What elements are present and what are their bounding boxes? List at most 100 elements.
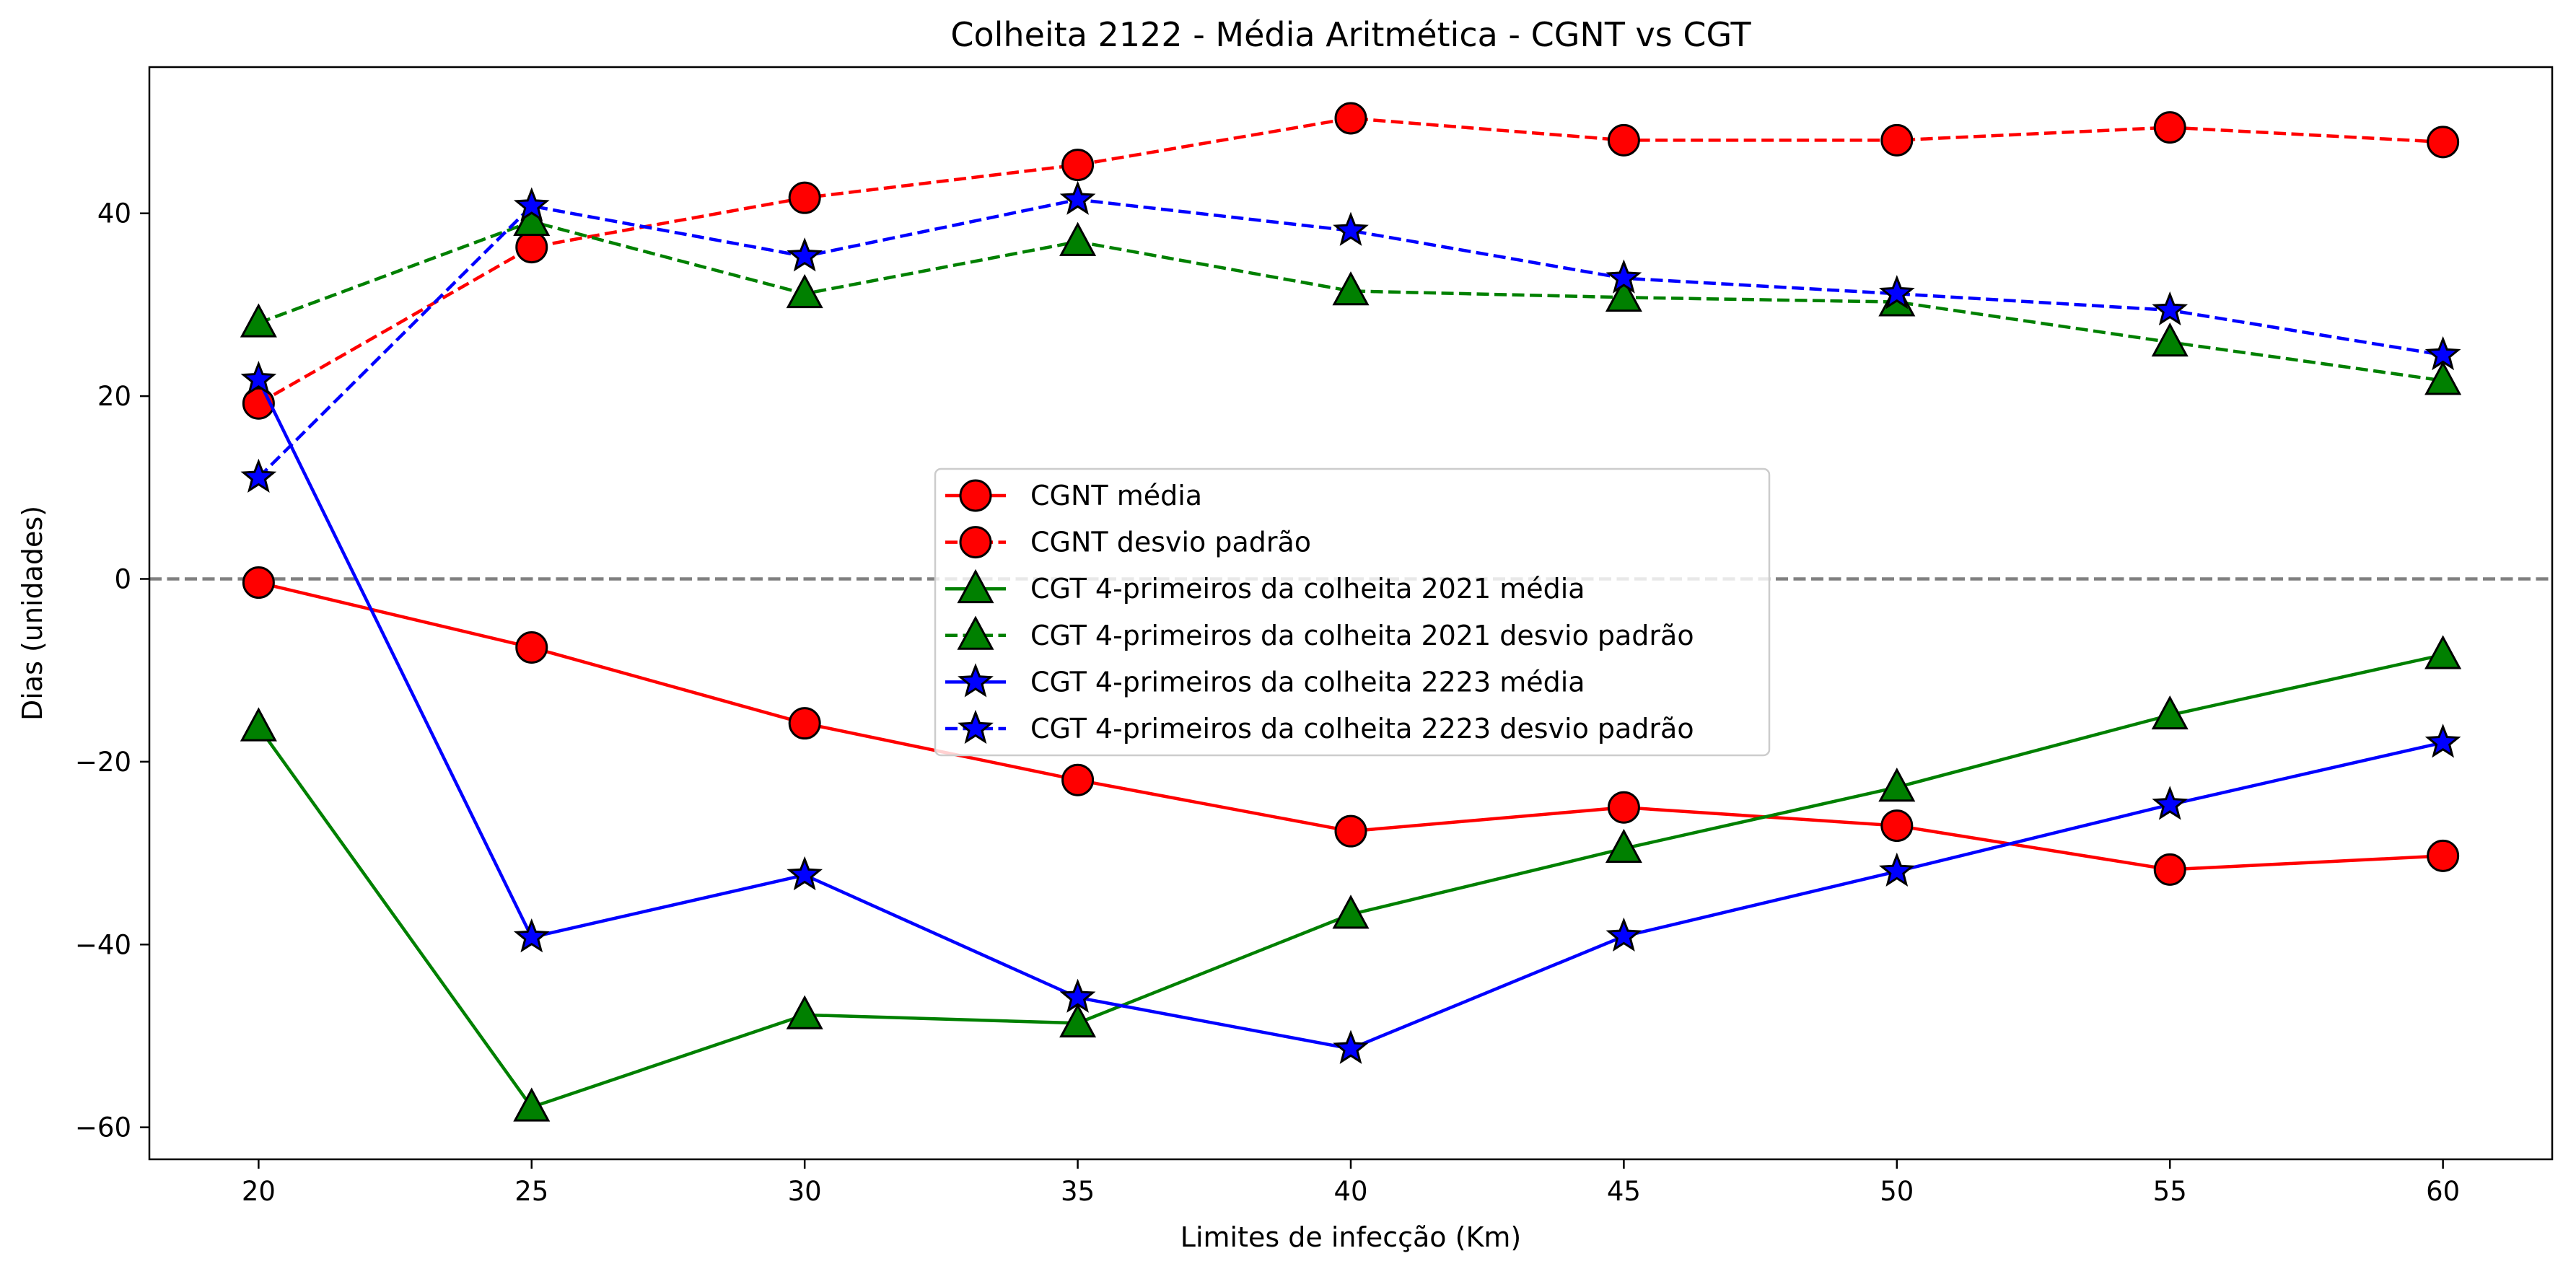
data-point-cgnt-media-20 (242, 566, 275, 599)
data-point-cgnt-media-50 (1880, 809, 1914, 843)
x-tick-label: 60 (2426, 1176, 2460, 1207)
data-point-cgt-4-primeiros-da-colheita-2223-desvio-padrao-25 (513, 187, 550, 221)
legend-item-cgnt-desvio-padrao: CGNT desvio padrão (945, 526, 1311, 559)
series-cgnt-media (242, 566, 2460, 886)
legend-marker-cgnt-media (959, 479, 992, 512)
data-point-cgt-4-primeiros-da-colheita-2021-media-60 (2424, 635, 2462, 669)
data-point-cgt-4-primeiros-da-colheita-2223-media-50 (1878, 852, 1915, 887)
data-point-cgt-4-primeiros-da-colheita-2223-desvio-padrao-45 (1605, 259, 1642, 294)
data-point-cgnt-desvio-padrao-40 (1334, 102, 1367, 135)
series-line-cgt-4-primeiros-da-colheita-2223-desvio-padrao (257, 198, 2444, 479)
data-point-cgt-4-primeiros-da-colheita-2021-media-50 (1878, 768, 1916, 802)
legend-item-cgt-4-primeiros-da-colheita-2021-desvio-padrao: CGT 4-primeiros da colheita 2021 desvio … (945, 615, 1694, 651)
y-axis-label: Dias (unidades) (17, 506, 48, 721)
legend-label-cgnt-media: CGNT média (1030, 480, 1202, 511)
x-tick-label: 55 (2153, 1176, 2187, 1207)
x-tick-label: 30 (788, 1176, 822, 1207)
data-point-cgt-4-primeiros-da-colheita-2021-desvio-padrao-45 (1605, 277, 1642, 312)
series-cgt-4-primeiros-da-colheita-2223-desvio-padrao (240, 180, 2461, 493)
data-point-cgt-4-primeiros-da-colheita-2021-desvio-padrao-40 (1332, 271, 1370, 306)
x-tick-label: 40 (1333, 1176, 1367, 1207)
data-point-cgnt-media-35 (1061, 763, 1095, 796)
y-tick-label: −60 (75, 1112, 131, 1143)
data-point-cgt-4-primeiros-da-colheita-2223-desvio-padrao-20 (240, 458, 277, 493)
data-point-cgt-4-primeiros-da-colheita-2021-media-45 (1605, 828, 1642, 864)
legend-item-cgt-4-primeiros-da-colheita-2223-media: CGT 4-primeiros da colheita 2223 média (945, 663, 1585, 698)
y-tick-label: −40 (75, 929, 131, 960)
data-point-cgnt-desvio-padrao-30 (788, 181, 821, 214)
x-tick-label: 25 (514, 1176, 548, 1207)
y-tick-label: 40 (97, 198, 131, 229)
data-point-cgt-4-primeiros-da-colheita-2223-desvio-padrao-40 (1333, 211, 1369, 246)
legend-marker-cgt-4-primeiros-da-colheita-2223-media (958, 663, 994, 698)
y-tick-label: −20 (75, 747, 131, 778)
data-point-cgt-4-primeiros-da-colheita-2021-media-55 (2151, 695, 2189, 730)
series-cgt-4-primeiros-da-colheita-2223-media (240, 361, 2461, 1064)
legend-label-cgnt-desvio-padrao: CGNT desvio padrão (1030, 527, 1311, 558)
data-point-cgt-4-primeiros-da-colheita-2223-desvio-padrao-55 (2152, 291, 2189, 326)
data-point-cgnt-media-60 (2427, 839, 2460, 872)
data-point-cgt-4-primeiros-da-colheita-2223-media-35 (1059, 978, 1096, 1013)
data-point-cgnt-desvio-padrao-50 (1880, 123, 1914, 157)
x-tick-label: 20 (242, 1176, 276, 1207)
data-point-cgt-4-primeiros-da-colheita-2021-desvio-padrao-30 (786, 273, 823, 309)
data-point-cgt-4-primeiros-da-colheita-2021-desvio-padrao-20 (240, 303, 277, 338)
data-point-cgt-4-primeiros-da-colheita-2223-media-45 (1605, 917, 1642, 952)
data-point-cgnt-desvio-padrao-25 (515, 231, 548, 264)
data-point-cgt-4-primeiros-da-colheita-2021-desvio-padrao-55 (2151, 322, 2189, 357)
x-axis-label: Limites de infecção (Km) (1180, 1221, 1521, 1253)
legend-label-cgt-4-primeiros-da-colheita-2021-desvio-padrao: CGT 4-primeiros da colheita 2021 desvio … (1030, 620, 1694, 651)
data-point-cgt-4-primeiros-da-colheita-2223-media-60 (2424, 724, 2461, 758)
data-point-cgnt-media-25 (515, 631, 548, 664)
data-point-cgt-4-primeiros-da-colheita-2021-desvio-padrao-60 (2424, 361, 2462, 395)
data-point-cgnt-media-30 (788, 707, 821, 740)
legend-box (934, 467, 1771, 757)
x-tick-label: 45 (1607, 1176, 1641, 1207)
data-point-cgt-4-primeiros-da-colheita-2223-media-30 (787, 856, 823, 891)
legend-marker-cgt-4-primeiros-da-colheita-2021-media (957, 568, 994, 604)
data-point-cgt-4-primeiros-da-colheita-2223-desvio-padrao-30 (787, 237, 823, 272)
series-layer (240, 102, 2462, 1122)
y-tick-label: 20 (97, 381, 131, 412)
data-point-cgnt-media-55 (2153, 853, 2186, 886)
data-point-cgt-4-primeiros-da-colheita-2223-media-25 (513, 918, 550, 953)
data-point-cgt-4-primeiros-da-colheita-2021-media-35 (1059, 1003, 1097, 1038)
x-tick-label: 50 (1880, 1176, 1914, 1207)
legend-marker-cgnt-desvio-padrao (959, 526, 992, 559)
data-point-cgt-4-primeiros-da-colheita-2021-media-25 (513, 1087, 551, 1122)
data-point-cgt-4-primeiros-da-colheita-2223-media-40 (1333, 1029, 1369, 1064)
data-point-cgnt-media-45 (1607, 791, 1640, 824)
data-point-cgt-4-primeiros-da-colheita-2223-desvio-padrao-50 (1878, 275, 1915, 309)
series-line-cgt-4-primeiros-da-colheita-2021-desvio-padrao (258, 219, 2443, 382)
legend-item-cgt-4-primeiros-da-colheita-2223-desvio-padrao: CGT 4-primeiros da colheita 2223 desvio … (945, 709, 1694, 744)
data-point-cgt-4-primeiros-da-colheita-2223-desvio-padrao-35 (1059, 180, 1096, 215)
data-point-cgt-4-primeiros-da-colheita-2021-media-20 (240, 707, 277, 742)
legend-item-cgnt-media: CGNT média (945, 479, 1202, 512)
data-point-cgt-4-primeiros-da-colheita-2021-media-30 (786, 995, 823, 1029)
legend-label-cgt-4-primeiros-da-colheita-2021-media: CGT 4-primeiros da colheita 2021 média (1030, 573, 1585, 605)
legend: CGNT média CGNT desvio padrão CGT 4-primei… (934, 467, 1771, 757)
data-point-cgnt-desvio-padrao-35 (1061, 149, 1095, 182)
data-point-cgt-4-primeiros-da-colheita-2223-media-55 (2152, 786, 2189, 820)
data-point-cgnt-desvio-padrao-60 (2427, 126, 2460, 159)
x-tick-label: 35 (1061, 1176, 1095, 1207)
series-cgt-4-primeiros-da-colheita-2021-desvio-padrao (240, 201, 2462, 395)
legend-label-cgt-4-primeiros-da-colheita-2223-desvio-padrao: CGT 4-primeiros da colheita 2223 desvio … (1030, 713, 1694, 744)
data-point-cgnt-desvio-padrao-55 (2153, 111, 2186, 144)
series-line-cgnt-desvio-padrao (258, 116, 2443, 405)
legend-marker-cgt-4-primeiros-da-colheita-2021-desvio-padrao (957, 615, 994, 650)
data-point-cgnt-media-40 (1334, 814, 1367, 848)
legend-label-cgt-4-primeiros-da-colheita-2223-media: CGT 4-primeiros da colheita 2223 média (1030, 666, 1585, 698)
axes-layer: 20 25 30 35 40 45 50 55 60 −60 −40 −20 0 20 40 (75, 66, 2554, 1207)
data-point-cgt-4-primeiros-da-colheita-2021-desvio-padrao-35 (1059, 221, 1097, 256)
data-point-cgt-4-primeiros-da-colheita-2021-desvio-padrao-25 (513, 201, 551, 237)
legend-item-cgt-4-primeiros-da-colheita-2021-media: CGT 4-primeiros da colheita 2021 média (945, 568, 1585, 605)
legend-marker-cgt-4-primeiros-da-colheita-2223-desvio-padrao (958, 709, 994, 744)
data-point-cgt-4-primeiros-da-colheita-2223-media-20 (240, 361, 277, 395)
chart-title: Colheita 2122 - Média Aritmética - CGNT … (950, 15, 1751, 54)
series-cgnt-desvio-padrao (242, 102, 2460, 420)
series-cgt-4-primeiros-da-colheita-2021-media (240, 635, 2462, 1122)
data-point-cgt-4-primeiros-da-colheita-2021-media-40 (1332, 895, 1370, 929)
